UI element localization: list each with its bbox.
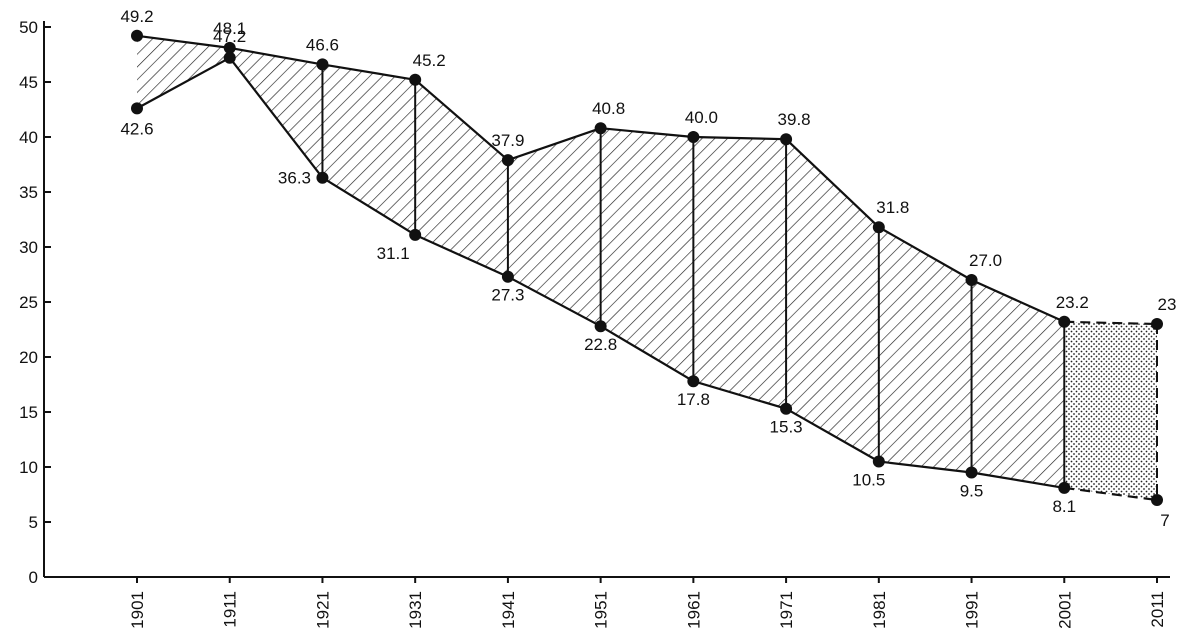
- lower-point: [1058, 481, 1071, 494]
- lower-data-label: 15.3: [770, 418, 803, 437]
- y-tick-label: 50: [19, 18, 38, 37]
- y-tick-label: 20: [19, 348, 38, 367]
- lower-point: [501, 270, 514, 283]
- y-tick-label: 0: [29, 568, 38, 587]
- x-axis: 1901 1911 1921 1931 1941 1951 1961 1971 1981 1991…: [44, 576, 1170, 629]
- lower-point: [594, 320, 607, 333]
- lower-data-label: 47.2: [213, 27, 246, 46]
- upper-point: [965, 274, 978, 286]
- y-tick-label: 30: [19, 238, 38, 257]
- upper-data-label: 23.2: [1056, 293, 1089, 312]
- lower-point: [1151, 494, 1163, 506]
- lower-point: [316, 171, 329, 184]
- y-tick-label: 15: [19, 403, 38, 422]
- lower-point: [687, 375, 700, 388]
- x-tick-label: 1971: [777, 591, 796, 629]
- lower-point: [965, 466, 978, 479]
- lower-point: [131, 102, 143, 115]
- upper-point: [409, 73, 422, 86]
- x-tick-label: 1931: [406, 591, 425, 629]
- lower-data-label: 7: [1160, 511, 1169, 530]
- lower-data-label: 27.3: [491, 286, 524, 305]
- x-tick-label: 2011: [1148, 591, 1167, 628]
- upper-data-label: 46.6: [306, 35, 339, 54]
- x-tick-label: 1901: [128, 591, 147, 629]
- upper-point: [223, 41, 236, 54]
- y-tick-label: 5: [29, 513, 38, 532]
- gap-area-projected: [1064, 321, 1157, 500]
- lower-data-label: 10.5: [852, 471, 885, 490]
- upper-point: [1058, 315, 1071, 328]
- lower-data-label: 9.5: [960, 482, 984, 501]
- lower-point: [780, 402, 793, 415]
- y-tick-label: 35: [19, 183, 38, 202]
- upper-data-label: 39.8: [778, 110, 811, 129]
- upper-point: [1151, 318, 1163, 330]
- lower-data-label: 22.8: [584, 335, 617, 354]
- upper-data-label: 40.0: [685, 108, 718, 127]
- upper-point: [316, 58, 329, 71]
- x-tick-label: 1921: [313, 591, 332, 629]
- upper-data-label: 48.1: [213, 19, 246, 38]
- x-tick-label: 1911: [221, 591, 240, 628]
- upper-data-label: 31.8: [876, 198, 909, 217]
- upper-point: [594, 122, 607, 135]
- x-tick-label: 1991: [963, 591, 982, 629]
- upper-point: [501, 154, 514, 167]
- lower-point: [409, 228, 422, 241]
- upper-data-label: 49.2: [120, 7, 153, 26]
- upper-data-label: 27.0: [969, 251, 1002, 270]
- x-tick-label: 1981: [870, 591, 889, 629]
- lower-point: [223, 51, 236, 64]
- upper-data-label: 23: [1158, 295, 1177, 314]
- x-tick-label: 1941: [499, 591, 518, 629]
- lower-data-label: 42.6: [120, 119, 153, 138]
- x-tick-label: 1961: [684, 591, 703, 629]
- y-tick-label: 25: [19, 293, 38, 312]
- upper-data-label: 40.8: [592, 99, 625, 118]
- upper-point: [872, 221, 885, 234]
- x-tick-label: 2001: [1055, 591, 1074, 629]
- y-axis: 0 5 10 15 20 25 30 35 40 45 50: [19, 18, 51, 587]
- upper-data-label: 45.2: [413, 51, 446, 70]
- upper-point: [780, 133, 793, 146]
- plot-area: 49.2 42.6 48.147.2 46.6 36.3 45.2 31.1 37.9 27.3…: [120, 7, 1176, 530]
- x-tick-label: 1951: [592, 591, 611, 629]
- lower-data-label: 36.3: [278, 169, 311, 188]
- y-tick-label: 10: [19, 458, 38, 477]
- y-tick-label: 45: [19, 73, 38, 92]
- upper-data-label: 37.9: [491, 131, 524, 150]
- lower-data-label: 8.1: [1052, 497, 1076, 516]
- upper-point: [131, 29, 143, 42]
- lower-data-label: 31.1: [377, 244, 410, 263]
- lower-point: [872, 455, 885, 468]
- y-tick-label: 40: [19, 128, 38, 147]
- lower-data-label: 17.8: [677, 390, 710, 409]
- upper-point: [687, 131, 700, 143]
